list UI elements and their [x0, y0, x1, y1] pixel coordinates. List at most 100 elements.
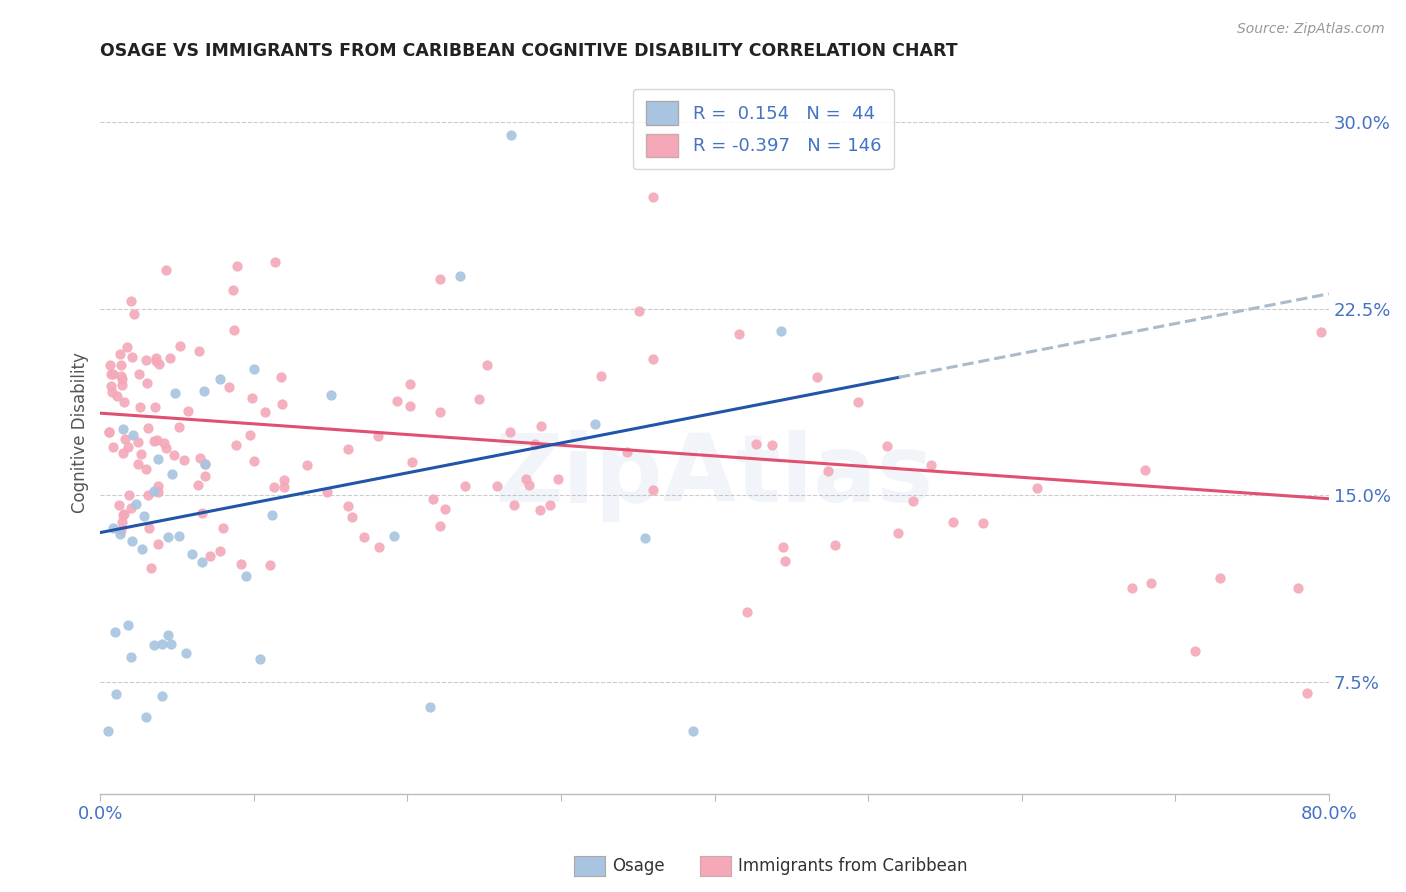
Text: Source: ZipAtlas.com: Source: ZipAtlas.com — [1237, 22, 1385, 37]
Point — [208, 544, 231, 558]
Y-axis label: Cognitive Disability: Cognitive Disability — [72, 352, 89, 514]
Point — [745, 436, 768, 450]
Point — [634, 531, 657, 545]
Point — [502, 498, 524, 512]
Point — [295, 458, 318, 472]
Point — [127, 457, 149, 471]
Point — [235, 569, 257, 583]
Point — [135, 352, 157, 367]
Point — [682, 724, 704, 739]
Point — [150, 637, 173, 651]
Point — [100, 379, 122, 393]
Point — [169, 339, 191, 353]
Point — [122, 428, 145, 442]
Point — [1139, 576, 1161, 591]
Point — [824, 538, 846, 552]
Point — [972, 516, 994, 530]
Point — [143, 638, 166, 652]
Point — [117, 618, 139, 632]
Point — [146, 537, 169, 551]
Point — [157, 628, 180, 642]
Point — [1184, 644, 1206, 658]
Point — [270, 370, 292, 384]
Point — [515, 472, 537, 486]
Point — [97, 425, 120, 440]
Point — [198, 549, 221, 563]
Point — [146, 433, 169, 447]
Point — [110, 368, 132, 383]
Point — [188, 344, 211, 359]
Point — [1310, 326, 1333, 340]
Point — [1296, 686, 1319, 700]
Point — [111, 422, 134, 436]
Point — [243, 362, 266, 376]
Point — [187, 478, 209, 492]
Point — [239, 428, 262, 442]
Point — [401, 455, 423, 469]
Point — [163, 385, 186, 400]
Point — [336, 499, 359, 513]
Point — [120, 501, 142, 516]
Text: ZipAtlas: ZipAtlas — [495, 430, 934, 523]
Point — [384, 529, 406, 543]
Point — [485, 479, 508, 493]
Point — [104, 625, 127, 640]
Point — [108, 499, 131, 513]
Point — [262, 508, 284, 522]
Point — [97, 724, 120, 739]
Point — [524, 436, 547, 450]
Legend: R =  0.154   N =  44, R = -0.397   N = 146: R = 0.154 N = 44, R = -0.397 N = 146 — [633, 88, 894, 169]
Point — [475, 358, 498, 372]
Point — [264, 255, 287, 269]
Point — [174, 646, 197, 660]
Point — [173, 453, 195, 467]
Point — [112, 445, 135, 459]
Point — [399, 399, 422, 413]
Point — [194, 469, 217, 483]
Point — [135, 462, 157, 476]
Point — [468, 392, 491, 406]
Point — [142, 484, 165, 499]
Point — [1025, 481, 1047, 495]
Point — [104, 687, 127, 701]
Point — [103, 440, 125, 454]
Text: OSAGE VS IMMIGRANTS FROM CARIBBEAN COGNITIVE DISABILITY CORRELATION CHART: OSAGE VS IMMIGRANTS FROM CARIBBEAN COGNI… — [100, 42, 957, 60]
Point — [194, 457, 217, 471]
Point — [139, 560, 162, 574]
Point — [225, 437, 247, 451]
Point — [1209, 571, 1232, 585]
Point — [98, 425, 121, 439]
Point — [942, 516, 965, 530]
Point — [148, 484, 170, 499]
Point — [315, 484, 337, 499]
Point — [499, 128, 522, 142]
Point — [118, 487, 141, 501]
Point — [263, 480, 285, 494]
Point — [728, 327, 751, 342]
Point — [628, 303, 651, 318]
Point — [209, 372, 232, 386]
Point — [529, 502, 551, 516]
Point — [385, 394, 408, 409]
Point — [167, 529, 190, 543]
Point — [108, 347, 131, 361]
Point — [110, 358, 132, 372]
Point — [901, 493, 924, 508]
Point — [111, 372, 134, 386]
Point — [224, 323, 246, 337]
Point — [846, 395, 869, 409]
Point — [591, 369, 613, 384]
Point — [773, 554, 796, 568]
Point — [112, 394, 135, 409]
Point — [103, 368, 125, 382]
Point — [920, 458, 942, 473]
Point — [367, 429, 389, 443]
Point — [156, 529, 179, 543]
Point — [616, 444, 638, 458]
Point — [273, 480, 295, 494]
Point — [114, 432, 136, 446]
Point — [194, 458, 217, 472]
Point — [111, 508, 134, 522]
Point — [249, 652, 271, 666]
Point — [150, 689, 173, 703]
